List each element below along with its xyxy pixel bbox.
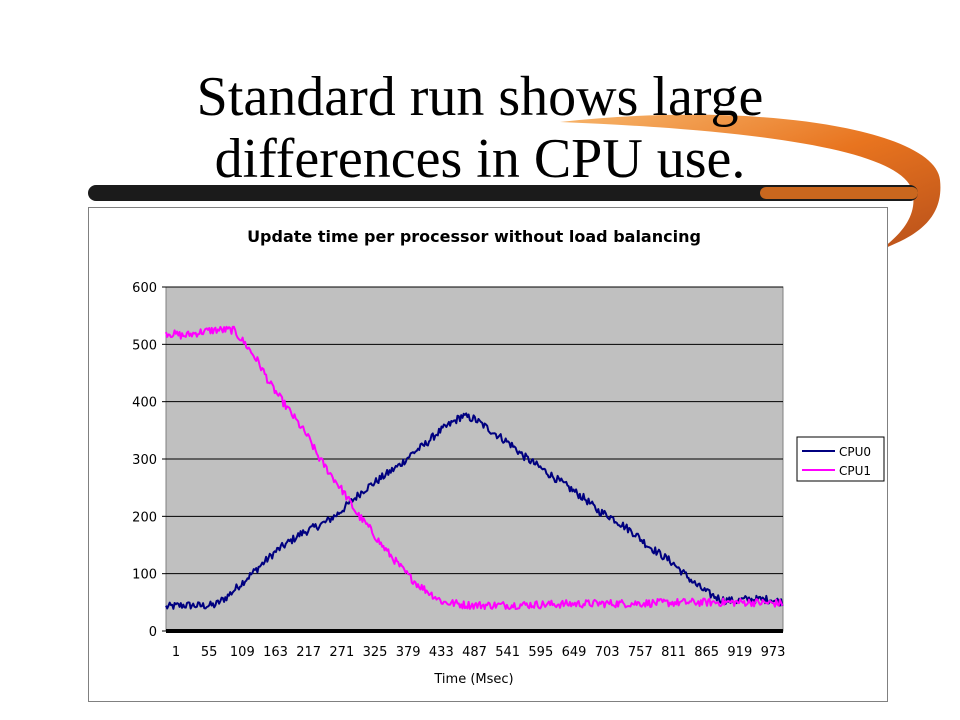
x-tick-label: 595: [528, 645, 553, 660]
x-tick-label: 109: [230, 645, 255, 660]
title-underline-bar-accent: [760, 187, 918, 199]
x-tick-label: 271: [329, 645, 354, 660]
y-tick-label: 200: [132, 510, 157, 525]
x-tick-label: 757: [628, 645, 653, 660]
x-tick-label: 163: [263, 645, 288, 660]
x-tick-label: 649: [562, 645, 587, 660]
x-tick-label: 487: [462, 645, 487, 660]
x-tick-label: 217: [296, 645, 321, 660]
line-chart: Update time per processor without load b…: [132, 227, 885, 687]
x-tick-label: 55: [201, 645, 218, 660]
x-tick-label: 919: [727, 645, 752, 660]
slide-title: Standard run shows large differences in …: [130, 66, 830, 190]
x-tick-label: 541: [495, 645, 520, 660]
gridlines: [166, 286, 783, 575]
legend: CPU0 CPU1: [796, 436, 885, 482]
x-tick-label: 325: [363, 645, 388, 660]
legend-label-cpu0: CPU0: [839, 445, 871, 459]
y-tick-label: 500: [132, 338, 157, 353]
x-tick-label: 379: [396, 645, 421, 660]
swoosh-arc: [560, 114, 941, 250]
y-tick-label: 300: [132, 453, 157, 468]
x-tick-label: 1: [172, 645, 180, 660]
series-line-cpu0: [165, 412, 784, 610]
chart-panel: Update time per processor without load b…: [88, 207, 888, 702]
y-axis-ticks: 0 100 200 300 400 500 600: [132, 281, 166, 640]
chart-title: Update time per processor without load b…: [247, 227, 701, 246]
x-axis-label: Time (Msec): [433, 672, 513, 687]
x-tick-label: 433: [429, 645, 454, 660]
title-underline-bar: [88, 185, 918, 201]
x-tick-label: 865: [694, 645, 719, 660]
series-line-cpu1: [165, 325, 784, 610]
x-axis-ticks: 1 55 109 163 217 271 325 379 433 487 541 595 649 703 7…: [172, 645, 786, 660]
series-lines: [165, 325, 784, 610]
y-tick-label: 0: [149, 625, 157, 640]
y-tick-label: 400: [132, 396, 157, 411]
y-tick-label: 100: [132, 568, 157, 583]
y-tick-label: 600: [132, 281, 157, 296]
slide-title-line1: Standard run shows large: [196, 66, 764, 128]
x-tick-label: 811: [661, 645, 686, 660]
legend-label-cpu1: CPU1: [839, 464, 871, 478]
legend-box: [796, 436, 885, 482]
x-tick-label: 973: [761, 645, 786, 660]
slide-title-line2: differences in CPU use.: [214, 128, 746, 190]
x-tick-label: 703: [595, 645, 620, 660]
